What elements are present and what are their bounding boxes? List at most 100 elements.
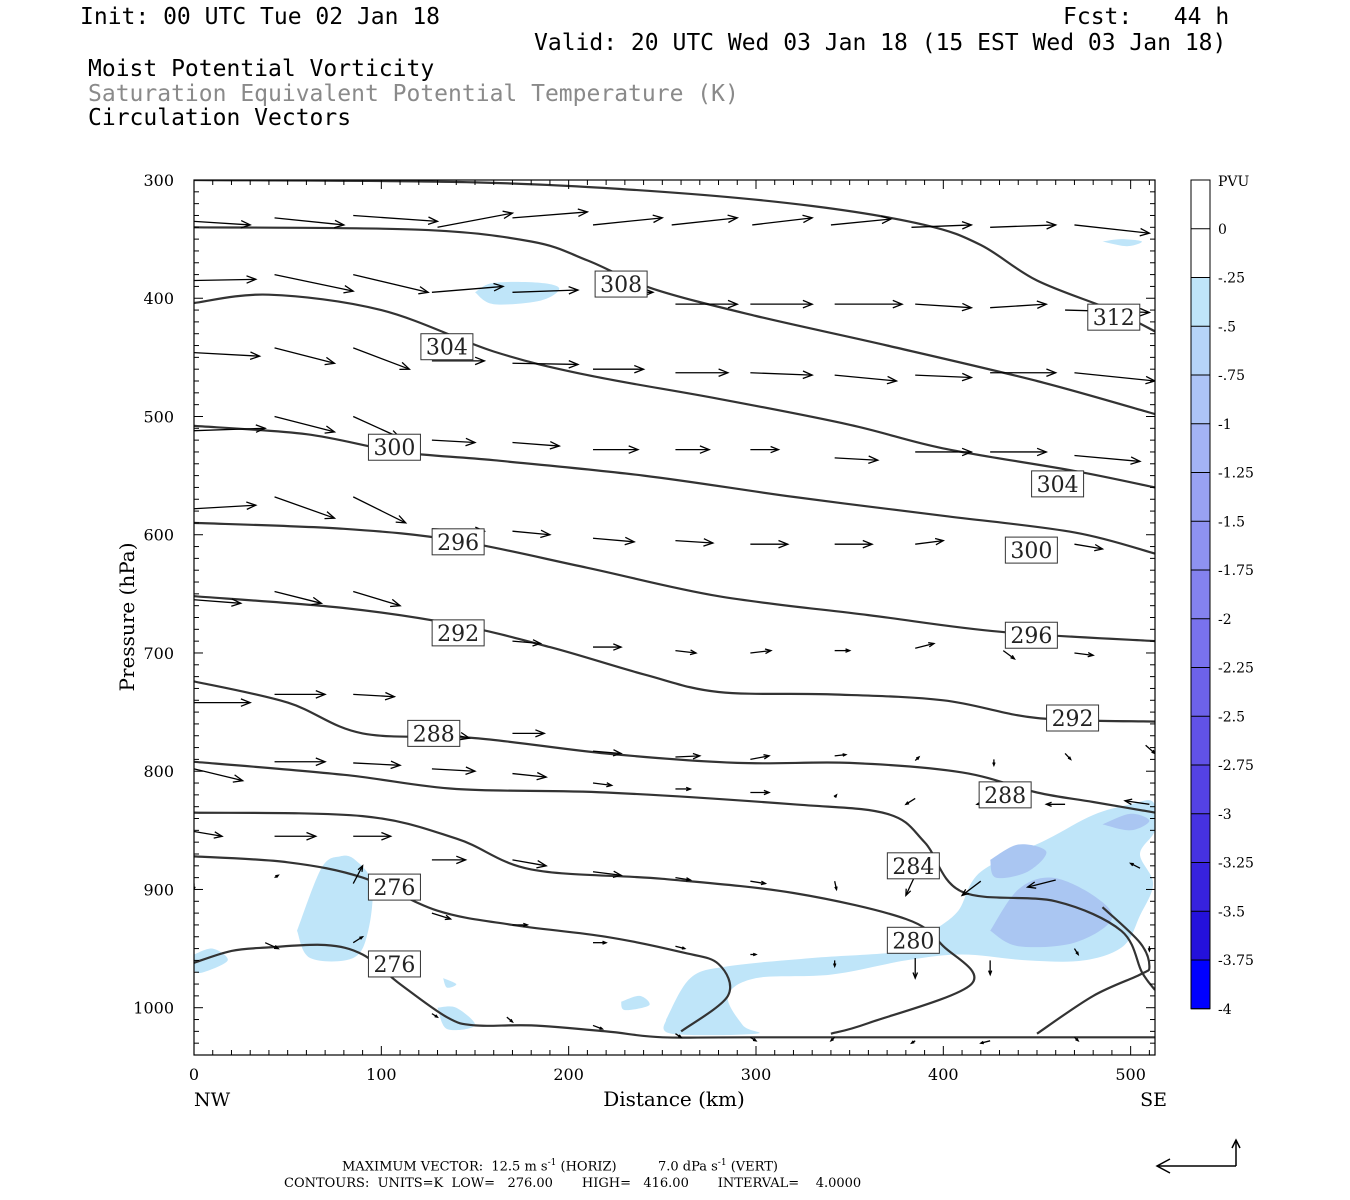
circulation-vector bbox=[512, 639, 543, 647]
vector-shaft bbox=[194, 427, 266, 432]
contour-label: 276 bbox=[373, 953, 415, 978]
vector-head bbox=[535, 729, 547, 738]
vector-head bbox=[1046, 220, 1058, 230]
vector-shaft bbox=[194, 599, 241, 604]
colorbar-label: -1.75 bbox=[1218, 563, 1254, 579]
circulation-vector bbox=[431, 437, 477, 447]
unit-exponent-2: -1 bbox=[717, 1158, 727, 1168]
colorbar-segment bbox=[1191, 423, 1210, 473]
circulation-vector bbox=[352, 864, 364, 884]
vector-head bbox=[624, 536, 636, 546]
theta-e-contour-296 bbox=[194, 521, 1155, 643]
vector-shaft bbox=[353, 762, 401, 766]
circulation-vector bbox=[675, 945, 687, 950]
contour-label: 284 bbox=[892, 855, 934, 880]
theta-e-contour-280 bbox=[194, 811, 976, 1035]
vector-head bbox=[868, 455, 880, 465]
circulation-vector bbox=[987, 960, 993, 977]
vector-head bbox=[602, 940, 608, 945]
theta-e-contour-280 bbox=[1036, 906, 1151, 1035]
vector-head bbox=[390, 760, 402, 770]
vector-shaft bbox=[274, 415, 335, 433]
vector-shaft bbox=[194, 504, 256, 510]
vector-head bbox=[802, 299, 814, 309]
vector-shaft bbox=[675, 755, 700, 758]
vector-head bbox=[311, 596, 324, 606]
vector-shaft bbox=[431, 912, 451, 920]
circulation-vector bbox=[910, 1040, 916, 1045]
vector-shaft bbox=[353, 214, 438, 223]
circulation-vector bbox=[833, 793, 838, 798]
circulation-vector bbox=[593, 643, 623, 651]
y-tick-label: 800 bbox=[143, 762, 174, 781]
init-time: Init: 00 UTC Tue 02 Jan 18 bbox=[80, 4, 441, 30]
vector-head bbox=[718, 368, 730, 378]
theta-e-contour-308 bbox=[194, 226, 1155, 416]
vector-head bbox=[703, 538, 715, 547]
vector-head bbox=[502, 210, 515, 220]
field-title-thetae: Saturation Equivalent Potential Temperat… bbox=[88, 81, 739, 107]
vector-head bbox=[357, 864, 364, 872]
vector-head bbox=[904, 801, 910, 806]
vector-head bbox=[613, 643, 623, 651]
colorbar-segment bbox=[1191, 228, 1210, 278]
colorbar-label: -.75 bbox=[1218, 368, 1245, 384]
circulation-vector bbox=[1044, 801, 1066, 808]
circulation-vector bbox=[834, 648, 852, 653]
circulation-vector bbox=[675, 368, 730, 378]
vector-shaft bbox=[431, 768, 476, 772]
circulation-vector bbox=[1064, 753, 1072, 761]
vector-head bbox=[434, 1014, 439, 1019]
contour-label-box bbox=[431, 619, 485, 647]
circulation-vector bbox=[512, 285, 580, 295]
vector-shaft bbox=[834, 457, 878, 461]
circulation-vector bbox=[512, 208, 590, 219]
circulation-vector bbox=[353, 691, 397, 701]
circulation-vector bbox=[1074, 652, 1095, 658]
vector-head bbox=[727, 299, 740, 309]
vector-head bbox=[764, 648, 773, 655]
vector-head bbox=[399, 361, 412, 371]
circulation-vector bbox=[512, 771, 548, 781]
y-tick-label: 500 bbox=[143, 407, 174, 426]
circulation-vector bbox=[353, 214, 440, 226]
vector-shaft bbox=[1130, 862, 1141, 869]
colorbar-label: -1.5 bbox=[1218, 514, 1245, 530]
vector-shaft bbox=[274, 496, 335, 519]
vector-head bbox=[577, 208, 590, 217]
contour-label: 288 bbox=[413, 722, 455, 747]
vector-head bbox=[961, 372, 974, 382]
colorbar-unit: PVU bbox=[1218, 174, 1250, 190]
circulation-vector bbox=[431, 766, 477, 776]
colorbar-label: -.25 bbox=[1218, 271, 1245, 287]
vector-shaft bbox=[274, 217, 344, 226]
circulation-vector bbox=[750, 952, 758, 957]
vector-head bbox=[685, 877, 693, 882]
contour-label: 296 bbox=[437, 531, 479, 556]
vector-shaft bbox=[431, 439, 476, 444]
pv-shaded-region bbox=[621, 995, 650, 1011]
vector-head bbox=[1010, 654, 1016, 660]
theta-e-contour-276 bbox=[194, 855, 732, 1033]
vector-head bbox=[315, 689, 327, 699]
circulation-vector bbox=[675, 752, 702, 760]
vector-head bbox=[1129, 862, 1134, 867]
vector-shaft bbox=[512, 211, 588, 219]
vector-head bbox=[324, 425, 337, 434]
vector-head bbox=[1075, 951, 1080, 957]
circulation-vector bbox=[592, 536, 636, 546]
vector-shaft bbox=[750, 755, 770, 761]
circulation-vector bbox=[274, 831, 318, 841]
x-tick-label: 500 bbox=[1115, 1065, 1146, 1084]
vector-head bbox=[634, 364, 646, 374]
contour-label-box bbox=[1004, 536, 1058, 564]
vector-shaft bbox=[274, 347, 335, 364]
colorbar-segment bbox=[1191, 813, 1210, 863]
vector-shaft bbox=[512, 640, 541, 645]
vector-shaft bbox=[592, 782, 612, 787]
vector-head bbox=[960, 888, 969, 897]
colorbar-segment bbox=[1191, 765, 1210, 814]
x-tick-label: 0 bbox=[189, 1065, 199, 1084]
contour-label-box bbox=[1031, 470, 1085, 498]
colorbar-label: -4 bbox=[1218, 1002, 1232, 1018]
